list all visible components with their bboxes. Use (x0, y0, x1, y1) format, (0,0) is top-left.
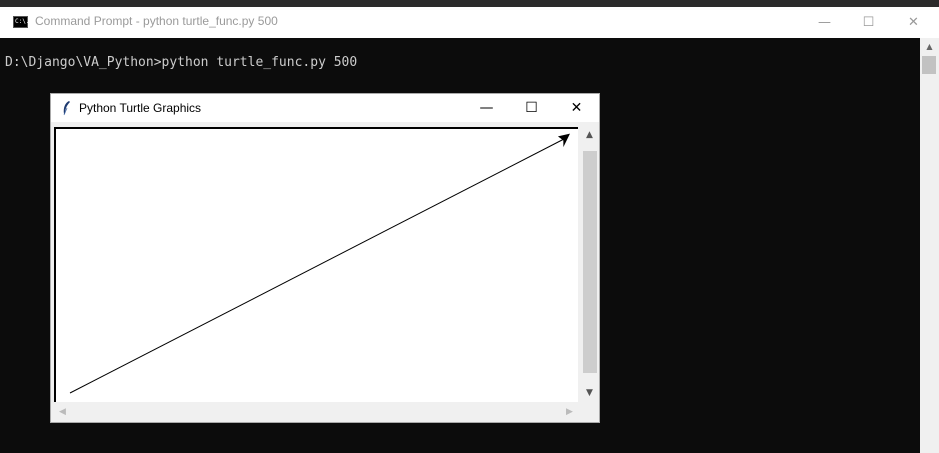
turtle-titlebar[interactable]: Python Turtle Graphics — ☐ ✕ (51, 94, 599, 122)
turtle-window-title: Python Turtle Graphics (79, 101, 202, 115)
turtle-canvas[interactable] (54, 127, 578, 402)
turtle-maximize-button[interactable]: ☐ (525, 100, 538, 116)
turtle-vertical-scroll-thumb[interactable] (583, 151, 597, 373)
cmd-vertical-scrollbar[interactable] (920, 38, 939, 453)
turtle-drawing (69, 133, 570, 394)
turtle-path-line (69, 138, 565, 394)
turtle-scroll-up-button[interactable]: ▲ (586, 130, 593, 140)
turtle-close-button[interactable]: ✕ (570, 100, 583, 116)
turtle-graphics-window: Python Turtle Graphics — ☐ ✕ ▲ ▼ ◀ ▶ (50, 93, 600, 423)
turtle-horizontal-scrollbar[interactable]: ◀ ▶ (54, 404, 578, 421)
turtle-minimize-button[interactable]: — (479, 100, 494, 116)
cmd-scroll-up-button[interactable]: ▲ (926, 42, 933, 51)
cmd-window-title: Command Prompt - python turtle_func.py 5… (35, 14, 278, 28)
console-prompt-line: D:\Django\VA_Python>python turtle_func.p… (5, 55, 358, 70)
cmd-scroll-thumb[interactable] (922, 56, 936, 74)
cmd-minimize-button[interactable]: — (818, 15, 831, 30)
window-top-strip (0, 0, 939, 7)
cmd-maximize-button[interactable]: ☐ (862, 15, 875, 30)
turtle-arrow-icon (557, 133, 570, 148)
turtle-scroll-right-button[interactable]: ▶ (566, 407, 573, 417)
turtle-scroll-left-button[interactable]: ◀ (59, 407, 66, 417)
feather-icon (63, 101, 70, 116)
turtle-scroll-down-button[interactable]: ▼ (586, 388, 593, 398)
cmd-app-icon: C:\. (13, 16, 29, 28)
cmd-titlebar[interactable]: C:\. Command Prompt - python turtle_func… (0, 7, 939, 38)
cmd-close-button[interactable]: ✕ (908, 15, 919, 30)
